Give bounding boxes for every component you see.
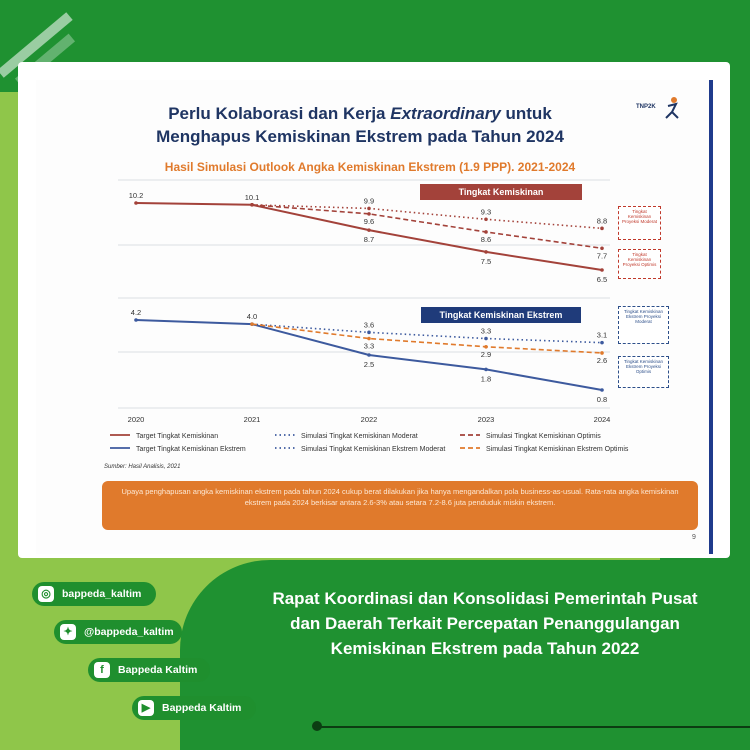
note-kemiskinan-moderat: Tingkat Kemiskinan Proyeksi Moderat bbox=[618, 206, 661, 240]
twitter-icon: ✦ bbox=[60, 624, 76, 640]
social-youtube[interactable]: ▶ Bappeda Kaltim bbox=[132, 696, 256, 720]
background-bottom-panel bbox=[180, 560, 750, 750]
footer-rule bbox=[318, 726, 750, 728]
social-instagram-label: bappeda_kaltim bbox=[62, 588, 142, 600]
note-kemiskinan-optimis: Tingkat Kemiskinan Proyeksi Optimis bbox=[618, 249, 661, 279]
headline: Rapat Koordinasi dan Konsolidasi Pemerin… bbox=[272, 589, 698, 658]
slide bbox=[36, 80, 712, 554]
callout-box: Upaya penghapusan angka kemiskinan ekstr… bbox=[102, 481, 698, 530]
tnp2k-logo: TNP2K bbox=[632, 94, 692, 126]
social-twitter-label: @bappeda_kaltim bbox=[84, 626, 174, 638]
social-twitter[interactable]: ✦ @bappeda_kaltim bbox=[54, 620, 182, 644]
social-facebook-label: Bappeda Kaltim bbox=[118, 664, 198, 676]
youtube-icon: ▶ bbox=[138, 700, 154, 716]
logo-text: TNP2K bbox=[636, 104, 656, 110]
note-ekstrem-optimis: Tingkat Kemiskinan Ekstrem Proyeksi Opti… bbox=[618, 356, 669, 388]
slide-title-line2: Menghapus Kemiskinan Ekstrem pada Tahun … bbox=[156, 127, 564, 146]
page-number: 9 bbox=[692, 534, 696, 541]
note-ekstrem-moderat: Tingkat Kemiskinan Ekstrem Proyeksi Mode… bbox=[618, 306, 669, 344]
slide-title-line1: Perlu Kolaborasi dan Kerja Extraordinary… bbox=[168, 104, 552, 123]
social-facebook[interactable]: f Bappeda Kaltim bbox=[88, 658, 210, 682]
footer-rule-dot bbox=[312, 721, 322, 731]
slide-subtitle: Hasil Simulasi Outlook Angka Kemiskinan … bbox=[164, 160, 576, 174]
panel-label-kemiskinan: Tingkat Kemiskinan bbox=[420, 184, 582, 200]
social-youtube-label: Bappeda Kaltim bbox=[162, 702, 242, 714]
instagram-icon: ◎ bbox=[38, 586, 54, 602]
social-instagram[interactable]: ◎ bappeda_kaltim bbox=[32, 582, 156, 606]
slide-edge bbox=[709, 80, 713, 554]
source-note: Sumber: Hasil Analisis, 2021 bbox=[104, 464, 181, 470]
facebook-icon: f bbox=[94, 662, 110, 678]
panel-label-ekstrem: Tingkat Kemiskinan Ekstrem bbox=[421, 307, 581, 323]
